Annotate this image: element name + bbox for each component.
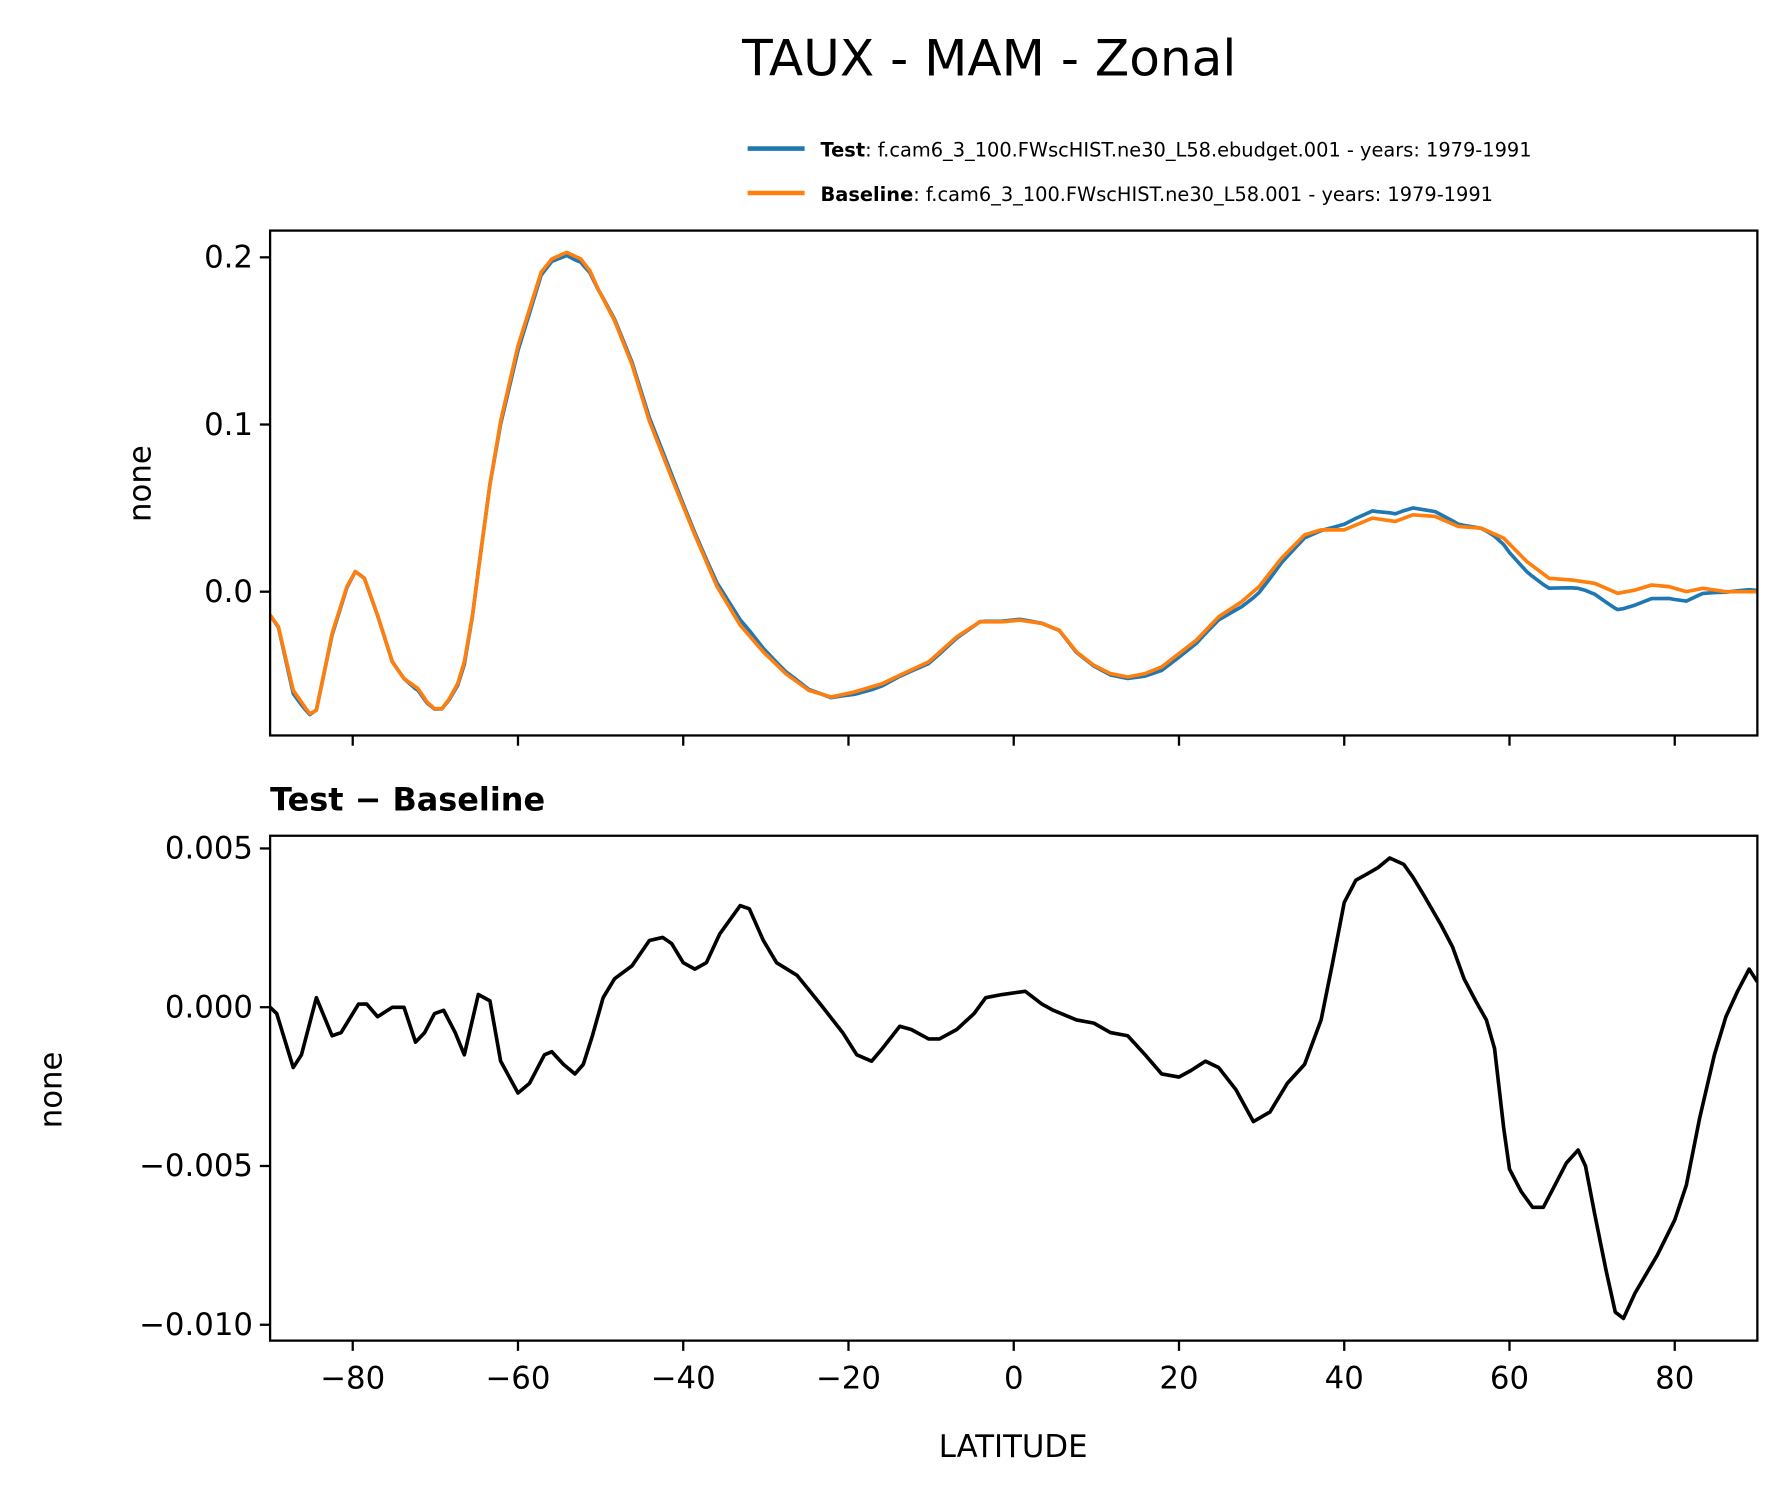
series-line-difference	[270, 856, 1758, 1321]
chart-title: TAUX - MAM - Zonal	[741, 29, 1236, 88]
x-tick-label: −40	[651, 1360, 716, 1396]
y-tick-label: 0.1	[204, 407, 253, 443]
y-tick-label: −0.010	[139, 1307, 253, 1343]
top-ylabel: none	[122, 445, 158, 522]
bottom-plot-frame	[268, 834, 1759, 1342]
x-tick-label: 80	[1655, 1360, 1694, 1396]
x-tick-label: 20	[1159, 1360, 1198, 1396]
y-tick-label: 0.000	[165, 989, 253, 1025]
bottom-panel: Test − Baseline 0.005 0.000 −0.005 −0.010 −8…	[34, 781, 1759, 1465]
top-panel: 0.0 0.1 0.2 none	[122, 229, 1759, 746]
legend-label-test: Test: f.cam6_3_100.FWscHIST.ne30_L58.ebu…	[821, 139, 1532, 162]
x-tick-label: 60	[1490, 1360, 1529, 1396]
x-tick-label: −80	[320, 1360, 385, 1396]
x-tick-label: 40	[1325, 1360, 1364, 1396]
x-tick-label: −20	[816, 1360, 881, 1396]
bottom-ylabel: none	[34, 1052, 70, 1129]
top-plot-frame	[268, 229, 1759, 737]
series-line-baseline	[270, 250, 1758, 716]
x-tick-label: 0	[1004, 1360, 1024, 1396]
x-axis-label: LATITUDE	[939, 1429, 1088, 1465]
y-tick-label: −0.005	[139, 1148, 253, 1184]
series-line-test	[270, 253, 1758, 717]
legend-label-baseline: Baseline: f.cam6_3_100.FWscHIST.ne30_L58…	[821, 183, 1493, 206]
y-tick-label: 0.2	[204, 240, 253, 276]
y-tick-label: 0.0	[204, 574, 253, 610]
y-tick-label: 0.005	[165, 831, 253, 867]
bottom-panel-title: Test − Baseline	[270, 781, 545, 819]
x-tick-label: −60	[486, 1360, 551, 1396]
legend: Test: f.cam6_3_100.FWscHIST.ne30_L58.ebu…	[747, 139, 1532, 206]
